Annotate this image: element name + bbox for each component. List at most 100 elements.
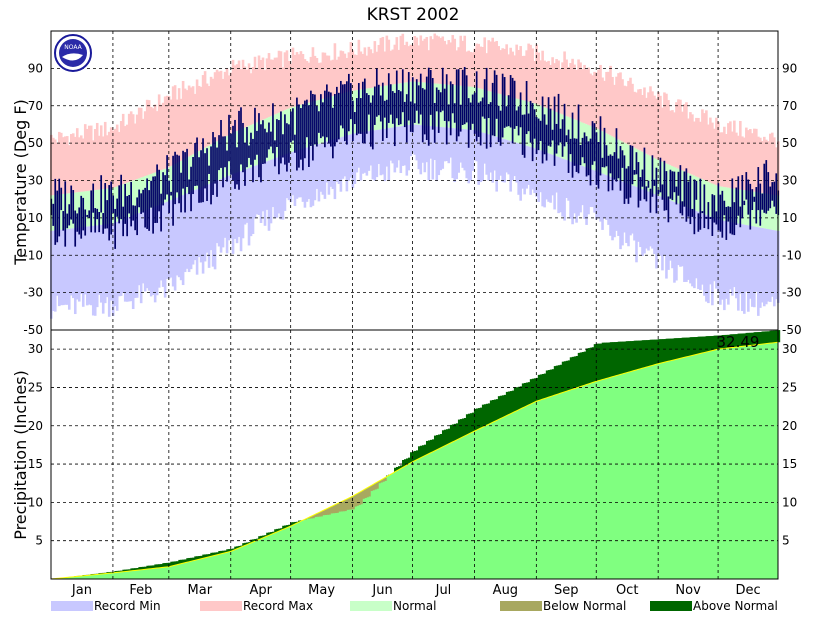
record-min-bar [67, 228, 71, 310]
record-max-bar [659, 95, 662, 161]
legend-swatch [500, 601, 542, 611]
record-min-bar [93, 225, 97, 316]
above-normal-bar [142, 566, 146, 570]
record-min-bar [413, 124, 417, 155]
above-normal-bar [246, 542, 249, 545]
observed-temperature-bar [106, 200, 109, 229]
record-min-bar [553, 155, 556, 210]
observed-temperature-bar [80, 195, 83, 239]
above-normal-bar [467, 413, 471, 435]
record-min-bar [617, 179, 620, 236]
above-normal-bar [461, 418, 465, 438]
observed-temperature-bar [260, 124, 262, 183]
record-max-bar [315, 58, 319, 101]
below-normal-bar [318, 512, 321, 517]
observed-temperature-bar [162, 172, 164, 206]
above-normal-bar [196, 556, 199, 560]
observed-temperature-bar [437, 89, 440, 133]
record-min-bar [259, 163, 263, 223]
above-normal-bar [222, 550, 225, 554]
observed-temperature-bar [282, 134, 284, 158]
record-max-bar [597, 69, 600, 130]
record-min-bar [671, 201, 674, 269]
record-min-bar [601, 173, 604, 230]
observed-temperature-bar [152, 176, 154, 234]
above-normal-bar [771, 330, 775, 343]
record-max-bar [743, 137, 746, 191]
record-min-bar [163, 202, 167, 298]
record-max-bar [231, 59, 235, 133]
above-normal-bar [160, 564, 164, 568]
record-max-bar [447, 40, 451, 85]
record-min-bar [715, 218, 718, 289]
observed-temperature-bar [689, 175, 692, 225]
observed-temperature-bar [749, 183, 752, 230]
record-max-bar [517, 49, 520, 99]
above-normal-bar [647, 340, 651, 367]
observed-temperature-bar [383, 100, 386, 118]
observed-temperature-bar [308, 105, 310, 167]
record-min-bar [653, 193, 656, 254]
observed-temperature-bar [583, 132, 586, 164]
record-max-bar [227, 75, 231, 135]
observed-temperature-bar [411, 77, 414, 133]
observed-temperature-bar [401, 69, 404, 113]
above-normal-bar [663, 339, 667, 363]
observed-temperature-bar [180, 172, 182, 213]
record-min-bar [399, 126, 403, 174]
above-normal-bar [443, 429, 447, 446]
month-label: Apr [249, 583, 272, 598]
above-normal-bar [118, 570, 122, 573]
observed-temperature-bar [276, 119, 278, 148]
record-min-bar [635, 186, 638, 263]
record-min-bar [655, 194, 658, 269]
observed-temperature-bar [274, 140, 276, 167]
observed-temperature-bar [371, 95, 374, 150]
observed-temperature-bar [443, 88, 446, 121]
record-max-bar [615, 76, 618, 139]
record-max-bar [491, 37, 494, 92]
above-normal-bar [404, 459, 407, 467]
record-max-bar [651, 91, 654, 157]
observed-temperature-bar [190, 166, 192, 212]
record-min-bar [147, 209, 151, 291]
above-normal-bar [206, 554, 209, 558]
observed-temperature-bar [493, 70, 496, 137]
above-normal-bar [729, 334, 733, 348]
observed-temperature-bar [715, 211, 718, 225]
above-normal-bar [727, 334, 731, 349]
record-min-bar [101, 224, 105, 314]
record-max-bar [567, 67, 570, 117]
observed-temperature-bar [535, 117, 538, 155]
observed-temperature-bar [679, 165, 682, 214]
record-min-bar [469, 129, 473, 181]
record-min-bar [355, 133, 359, 173]
above-normal-bar [499, 395, 503, 419]
normal-range-bar [725, 187, 728, 222]
observed-temperature-bar [136, 197, 138, 236]
record-max-bar [263, 70, 267, 119]
observed-temperature-bar [743, 200, 746, 206]
above-normal-bar [487, 403, 491, 425]
above-normal-bar [765, 331, 769, 344]
record-min-bar [253, 165, 257, 219]
record-min-bar [81, 227, 85, 307]
above-normal-bar [262, 535, 265, 538]
above-normal-bar [200, 555, 203, 559]
record-max-bar [671, 110, 674, 167]
record-min-bar [735, 223, 738, 299]
observed-temperature-bar [100, 175, 103, 213]
observed-temperature-bar [116, 198, 119, 217]
record-max-bar [503, 48, 506, 96]
normal-range-bar [753, 191, 756, 227]
record-min-bar [309, 146, 313, 208]
record-min-bar [591, 169, 594, 208]
record-max-bar [115, 124, 119, 187]
observed-temperature-bar [405, 94, 408, 143]
above-normal-bar [463, 417, 467, 437]
observed-temperature-bar [64, 181, 67, 247]
above-normal-bar [735, 334, 739, 348]
above-normal-bar [593, 344, 597, 382]
record-min-bar [563, 159, 566, 221]
record-max-bar [159, 104, 163, 171]
